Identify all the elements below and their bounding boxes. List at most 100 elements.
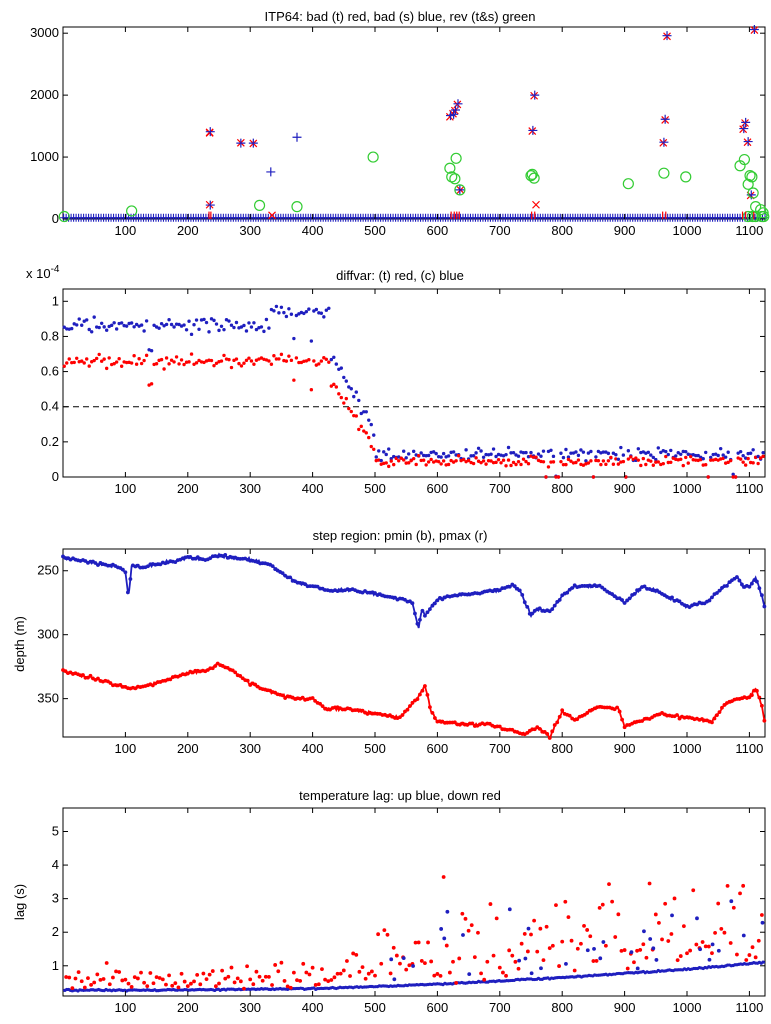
pmin-point <box>725 583 729 588</box>
pmin-point <box>280 571 285 576</box>
down-point <box>95 972 100 977</box>
t-point <box>599 462 603 467</box>
x-tick-label: 300 <box>239 223 261 238</box>
bad-s-point <box>455 185 465 195</box>
t-point <box>669 460 673 465</box>
t-point <box>491 460 496 465</box>
x-tick-label: 500 <box>364 741 386 756</box>
up-outlier-point <box>648 937 653 941</box>
up-outlier-point <box>392 977 397 982</box>
down-point <box>189 981 193 986</box>
t-point <box>481 459 486 463</box>
t-point <box>641 456 646 461</box>
down-point <box>719 926 724 931</box>
t-point <box>312 359 316 363</box>
c-point <box>491 447 496 451</box>
c-point <box>474 451 478 455</box>
down-point <box>619 948 624 953</box>
down-point <box>135 976 140 981</box>
down-point <box>385 932 390 937</box>
x-tick-label: 700 <box>489 481 511 496</box>
down-point <box>622 948 627 952</box>
y-axis-label: lag (s) <box>12 884 27 920</box>
t-point <box>666 460 670 465</box>
down-point <box>310 965 315 970</box>
up-outlier-point <box>670 913 674 918</box>
c-point <box>357 398 361 403</box>
bad-s-point <box>205 200 215 210</box>
down-point <box>678 954 683 958</box>
up-outlier-point <box>523 956 528 961</box>
c-point <box>157 326 161 330</box>
t-point <box>436 459 441 464</box>
pmax-point <box>415 697 420 701</box>
down-point <box>182 979 187 984</box>
x-tick-label: 800 <box>551 1000 573 1015</box>
pmin-point <box>677 599 682 604</box>
t-point <box>554 475 558 479</box>
t-point <box>287 354 291 358</box>
pmax-point <box>547 736 552 740</box>
c-point <box>124 324 129 328</box>
t-point <box>139 361 144 366</box>
t-point <box>394 456 398 461</box>
t-point <box>761 454 765 459</box>
t-point <box>728 458 733 463</box>
bad-t-point <box>205 128 214 137</box>
c-point <box>704 450 708 455</box>
t-point <box>317 362 321 366</box>
down-point <box>681 924 686 929</box>
c-point <box>162 324 166 328</box>
pmax-point <box>552 723 557 727</box>
pmin-point <box>602 587 607 592</box>
down-point <box>657 921 661 925</box>
t-point <box>174 355 179 359</box>
pmax-point <box>238 674 243 678</box>
down-point <box>429 959 434 964</box>
t-point <box>307 357 311 362</box>
c-point <box>97 325 101 330</box>
pmax-point <box>622 725 627 730</box>
t-point <box>309 388 314 392</box>
x-tick-label: 500 <box>364 223 386 238</box>
down-point <box>217 981 221 986</box>
y-tick-label: 1 <box>52 958 59 973</box>
c-point <box>521 450 526 455</box>
down-point <box>525 949 530 954</box>
bad-s-point <box>248 138 258 148</box>
t-point <box>142 358 146 363</box>
t-point <box>604 462 608 467</box>
down-point <box>463 916 468 921</box>
c-point <box>656 446 660 450</box>
x-tick-label: 600 <box>427 1000 449 1015</box>
down-point <box>529 932 533 937</box>
x-tick-label: 200 <box>177 1000 199 1015</box>
x-tick-label: 400 <box>302 481 324 496</box>
axes: 100 200 300 400 500 600 700 800 900 1000 1100 0 1000… <box>30 25 765 238</box>
c-point <box>536 452 541 456</box>
down-point <box>438 974 443 978</box>
t-point <box>409 458 413 463</box>
c-point <box>616 457 621 461</box>
t-point <box>159 357 164 362</box>
c-point <box>177 322 181 327</box>
x-tick-label: 100 <box>115 741 137 756</box>
c-point <box>209 317 214 321</box>
c-point <box>222 327 226 332</box>
c-point <box>192 323 196 327</box>
down-point <box>257 974 262 979</box>
c-point <box>317 311 321 315</box>
t-point <box>87 364 91 368</box>
x-tick-label: 1100 <box>735 481 763 496</box>
up-outlier-point <box>635 966 640 971</box>
t-point <box>506 458 511 462</box>
pmax-point <box>675 713 679 717</box>
pmax-point <box>310 696 315 700</box>
t-point <box>372 447 376 452</box>
c-point <box>489 452 493 456</box>
pmin-point <box>512 584 517 589</box>
t-point <box>272 354 276 358</box>
down-point <box>710 951 714 956</box>
x-tick-label: 400 <box>302 1000 324 1015</box>
